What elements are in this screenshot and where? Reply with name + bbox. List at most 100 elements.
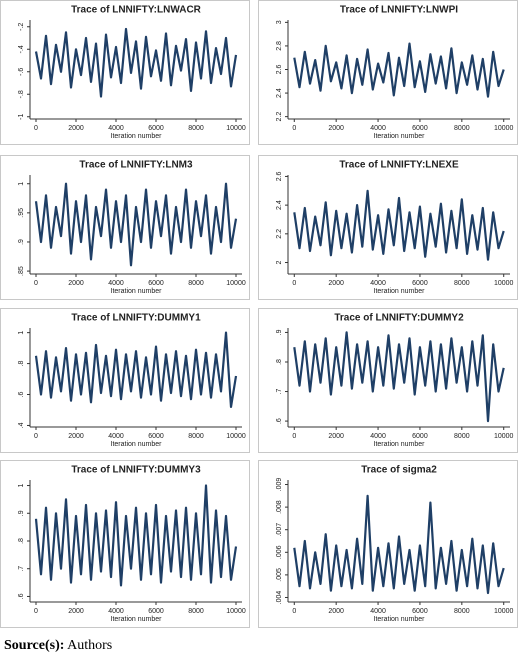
x-tick-label: 8000 [454,608,470,615]
y-tick-label: .006 [276,545,283,559]
trace-panel: Trace of LNNIFTY:LNM3 .85 .9 .95 1 0 2000 4000 6… [0,155,250,300]
trace-panel: Trace of LNNIFTY:LNWPI 2.2 2.4 2.6 2.8 3 0 2000… [258,0,518,145]
trace-line [34,331,238,408]
y-tick-label: .95 [18,208,25,218]
x-tick-label: 0 [292,125,296,132]
x-tick-label: 2000 [328,125,344,132]
y-tick-label: .6 [18,391,25,397]
y-tick-label: 1 [18,483,25,487]
x-tick-label: 8000 [454,433,470,440]
y-tick-label: .008 [276,500,283,514]
y-tick-label: .8 [18,538,25,544]
x-tick-label: 10000 [226,433,246,440]
x-tick-label: 0 [34,125,38,132]
x-tick-label: 8000 [188,433,204,440]
x-tick-label: 6000 [412,433,428,440]
y-tick-label: 2.2 [276,229,283,239]
y-tick-label: .8 [276,359,283,365]
panel-frame [258,308,518,453]
x-tick-label: 2000 [328,433,344,440]
y-tick-label: -.8 [18,90,25,98]
x-tick-label: 4000 [370,608,386,615]
source-label: Source(s): [4,638,65,653]
x-axis-label: Iteration number [374,441,426,448]
y-tick-label: .7 [18,566,25,572]
trace-panel: Trace of LNNIFTY:DUMMY2 .6 .7 .8 .9 0 2000 4000… [258,308,518,453]
x-tick-label: 10000 [494,125,514,132]
x-tick-label: 4000 [370,280,386,287]
x-tick-label: 2000 [68,608,84,615]
x-tick-label: 6000 [148,280,164,287]
x-tick-label: 10000 [226,125,246,132]
y-tick-label: .9 [18,510,25,516]
x-tick-label: 0 [292,608,296,615]
trace-line [34,182,238,267]
chart-title: Trace of sigma2 [361,465,437,476]
x-tick-label: 2000 [68,280,84,287]
x-axis-label: Iteration number [374,133,426,140]
y-tick-label: .9 [18,239,25,245]
x-tick-label: 4000 [108,280,124,287]
x-tick-label: 6000 [148,125,164,132]
x-tick-label: 0 [34,280,38,287]
chart-title: Trace of LNNIFTY:DUMMY3 [71,465,201,476]
x-axis-label: Iteration number [374,288,426,295]
x-tick-label: 6000 [148,433,164,440]
chart-grid: Trace of LNNIFTY:LNWACR-1-.8-.6-.4-.20 20… [0,0,518,628]
source-text: Authors [67,638,113,653]
y-tick-label: 3 [276,20,283,24]
chart-title: Trace of LNNIFTY:LNWACR [71,5,202,16]
y-tick-label: .005 [276,568,283,582]
y-tick-label: .8 [18,361,25,367]
x-tick-label: 2000 [328,608,344,615]
x-axis-label: Iteration number [111,133,163,140]
y-tick-label: .9 [276,329,283,335]
trace-line [34,484,238,587]
x-tick-label: 2000 [68,433,84,440]
chart-title: Trace of LNNIFTY:DUMMY1 [71,313,201,324]
y-tick-label: .009 [276,478,283,492]
trace-panel: Trace of LNNIFTY:DUMMY3 .6 .7 .8 .9 1 0 2000 400… [0,460,250,628]
x-tick-label: 0 [292,280,296,287]
chart-title: Trace of LNNIFTY:LNM3 [79,160,193,171]
y-tick-label: -.2 [18,23,25,31]
x-tick-label: 8000 [454,280,470,287]
y-tick-label: .6 [18,593,25,599]
y-tick-label: -.4 [18,45,25,53]
x-tick-label: 8000 [454,125,470,132]
x-tick-label: 0 [292,433,296,440]
y-tick-label: 2.2 [276,112,283,122]
x-axis-label: Iteration number [111,616,163,623]
trace-panel: Trace of LNNIFTY:LNWACR -1 -.8 -.6 -.4 -.2 0 20… [0,0,250,145]
trace-line [293,42,505,98]
x-tick-label: 4000 [108,125,124,132]
x-axis-label: Iteration number [111,441,163,448]
x-tick-label: 0 [34,433,38,440]
x-tick-label: 0 [34,608,38,615]
x-tick-label: 4000 [370,125,386,132]
x-tick-label: 2000 [328,280,344,287]
y-tick-label: .007 [276,523,283,537]
x-tick-label: 8000 [188,608,204,615]
y-tick-label: 2.4 [276,200,283,210]
trace-panel: Trace of LNNIFTY:DUMMY1 .4 .6 .8 1 0 2000 4000 6… [0,308,250,453]
trace-line [293,331,505,423]
y-tick-label: 2.8 [276,41,283,51]
x-tick-label: 6000 [412,280,428,287]
y-tick-label: -1 [18,114,25,120]
y-tick-label: 2 [276,260,283,264]
y-tick-label: -.6 [18,68,25,76]
trace-panel: Trace of LNNIFTY:LNEXE 2 2.2 2.4 2.6 0 2000 400… [258,155,518,300]
x-tick-label: 6000 [412,608,428,615]
y-tick-label: .7 [276,389,283,395]
x-tick-label: 4000 [108,433,124,440]
x-tick-label: 10000 [494,433,514,440]
x-axis-label: Iteration number [374,616,426,623]
x-tick-label: 4000 [108,608,124,615]
y-tick-label: .004 [276,591,283,605]
trace-line [293,494,505,595]
y-tick-label: 1 [18,182,25,186]
y-tick-label: .4 [18,422,25,428]
x-tick-label: 6000 [412,125,428,132]
